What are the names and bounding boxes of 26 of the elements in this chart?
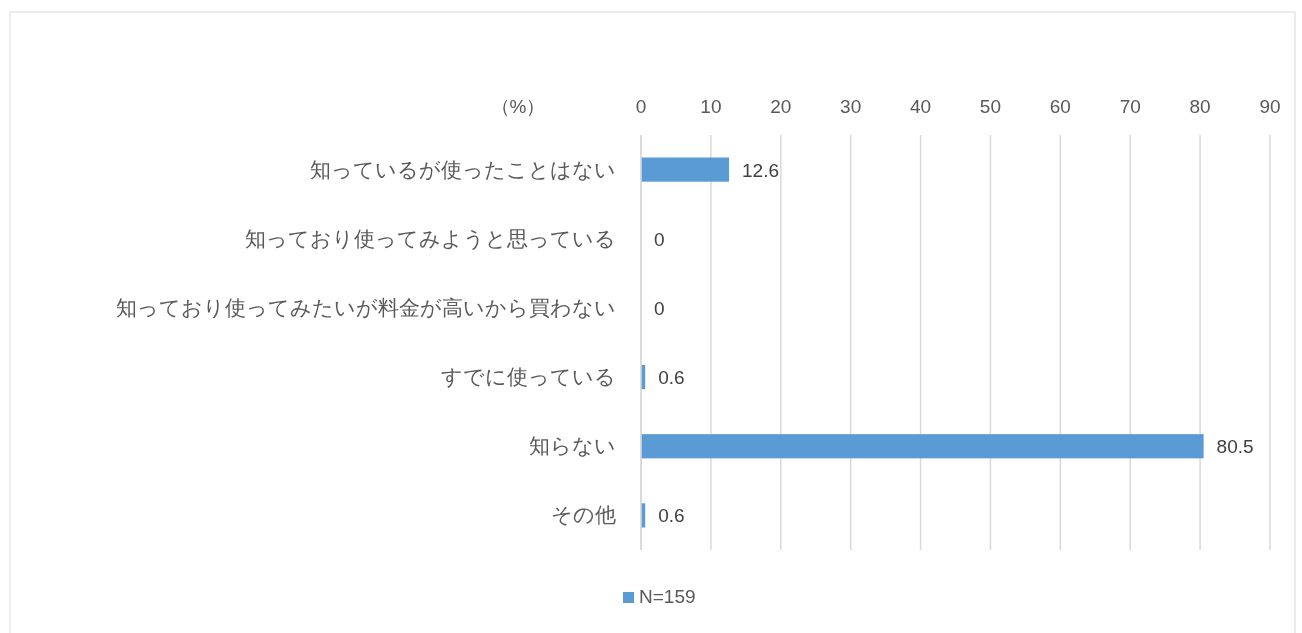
- x-tick-label: 10: [700, 96, 722, 117]
- x-tick-label: 70: [1119, 96, 1141, 117]
- x-tick-label: 50: [979, 96, 1002, 117]
- data-label: 80.5: [1216, 436, 1254, 458]
- x-tick-label: 20: [770, 96, 792, 117]
- y-tick-label: 知らない: [529, 434, 616, 458]
- bar: [641, 434, 1204, 459]
- y-tick-label: その他: [551, 503, 616, 527]
- x-tick-label: 0: [635, 96, 647, 117]
- y-tick-label: 知っており使ってみようと思っている: [245, 226, 616, 250]
- bar: [641, 157, 730, 182]
- data-label: 0.6: [658, 505, 685, 527]
- data-label: 0.6: [658, 367, 685, 389]
- x-tick-label: 40: [909, 96, 932, 117]
- y-tick-label: 知っているが使ったことはない: [310, 157, 616, 181]
- data-label: 0: [654, 297, 665, 319]
- legend-label: N=159: [639, 586, 696, 607]
- x-axis-title: （%）: [490, 96, 546, 117]
- y-tick-label: すでに使っている: [441, 365, 616, 389]
- y-tick-label: 知っており使ってみたいが料金が高いから買わない: [116, 295, 616, 319]
- x-tick-label: 30: [840, 96, 862, 117]
- x-tick-label: 90: [1259, 96, 1281, 117]
- data-label: 12.6: [742, 159, 780, 181]
- x-tick-label: 60: [1049, 96, 1071, 117]
- data-label: 0: [654, 228, 665, 250]
- x-tick-label: 80: [1189, 96, 1211, 117]
